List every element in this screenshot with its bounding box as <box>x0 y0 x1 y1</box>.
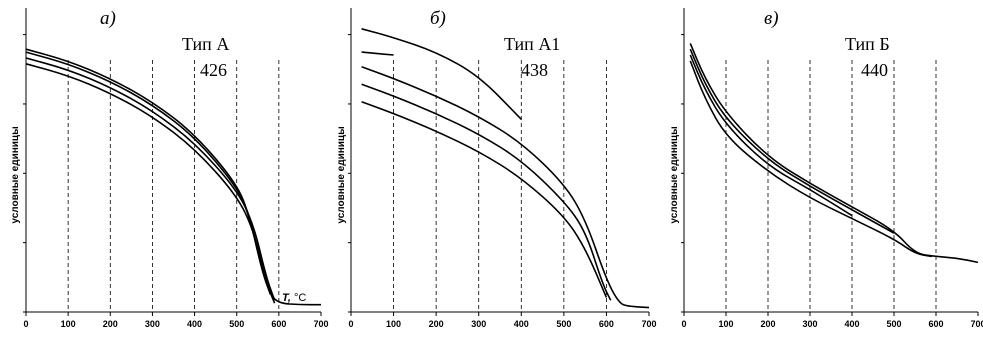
panel-b-ylabel: условные единицы <box>336 126 347 223</box>
panel-b-letter: б) <box>430 8 446 29</box>
panel-a: а) Тип А 426 условные единицы T, °C 0 100… <box>10 8 329 329</box>
series-line-2 <box>689 54 853 217</box>
x-tick-label-100: 100 <box>386 319 401 329</box>
series-line-2 <box>25 57 276 301</box>
panel-a-xlabel: T, °C <box>282 292 306 304</box>
x-tick-label-300: 300 <box>145 319 160 329</box>
panel-a-title: Тип А <box>182 34 229 54</box>
series-line-3 <box>689 60 932 258</box>
x-tick-label-400: 400 <box>187 319 202 329</box>
x-tick-label-700: 700 <box>641 319 656 329</box>
panel-b: б) Тип А1 438 условные единицы 0 100 200 30… <box>336 8 657 329</box>
panel-c-ylabel: условные единицы <box>669 126 680 223</box>
series-line-2 <box>361 65 650 309</box>
x-tick-label-700: 700 <box>313 319 328 329</box>
panel-b-title: Тип А1 <box>504 34 560 54</box>
series-line-0 <box>689 43 979 264</box>
panel-b-subtitle: 438 <box>521 60 548 80</box>
series-line-1 <box>361 51 394 56</box>
panel-c-subtitle: 440 <box>861 60 888 80</box>
series-line-1 <box>689 48 895 234</box>
x-tick-label-200: 200 <box>103 319 118 329</box>
x-tick-label-600: 600 <box>271 319 286 329</box>
series-line-1 <box>25 51 272 295</box>
x-tick-label-400: 400 <box>514 319 529 329</box>
x-tick-label-300: 300 <box>802 319 817 329</box>
panel-a-ylabel: условные единицы <box>10 126 21 223</box>
x-tick-label-300: 300 <box>471 319 486 329</box>
x-tick-label-100: 100 <box>61 319 76 329</box>
x-tick-label-500: 500 <box>886 319 901 329</box>
panel-c-title: Тип Б <box>845 34 890 54</box>
series-line-4 <box>361 101 608 298</box>
series-line-0 <box>25 48 321 306</box>
x-tick-label-200: 200 <box>760 319 775 329</box>
x-tick-label-0: 0 <box>681 319 686 329</box>
x-tick-label-700: 700 <box>970 319 983 329</box>
x-tick-label-0: 0 <box>348 319 353 329</box>
series-line-3 <box>25 63 276 304</box>
x-tick-label-0: 0 <box>23 319 28 329</box>
series-line-3 <box>361 83 612 301</box>
x-tick-label-600: 600 <box>928 319 943 329</box>
panel-c-letter: в) <box>764 8 779 29</box>
x-tick-label-500: 500 <box>556 319 571 329</box>
panel-a-letter: а) <box>100 8 116 29</box>
panel-a-xlabel-symbol: T, <box>282 292 291 304</box>
panel-a-subtitle: 426 <box>200 60 227 80</box>
x-tick-label-400: 400 <box>844 319 859 329</box>
x-tick-label-100: 100 <box>718 319 733 329</box>
series-line-0 <box>361 28 522 120</box>
x-tick-label-200: 200 <box>429 319 444 329</box>
panel-c: в) Тип Б 440 условные единицы 0 100 200 300… <box>669 8 983 329</box>
panel-a-xlabel-unit: °C <box>291 292 306 304</box>
x-tick-label-500: 500 <box>229 319 244 329</box>
x-tick-label-600: 600 <box>599 319 614 329</box>
